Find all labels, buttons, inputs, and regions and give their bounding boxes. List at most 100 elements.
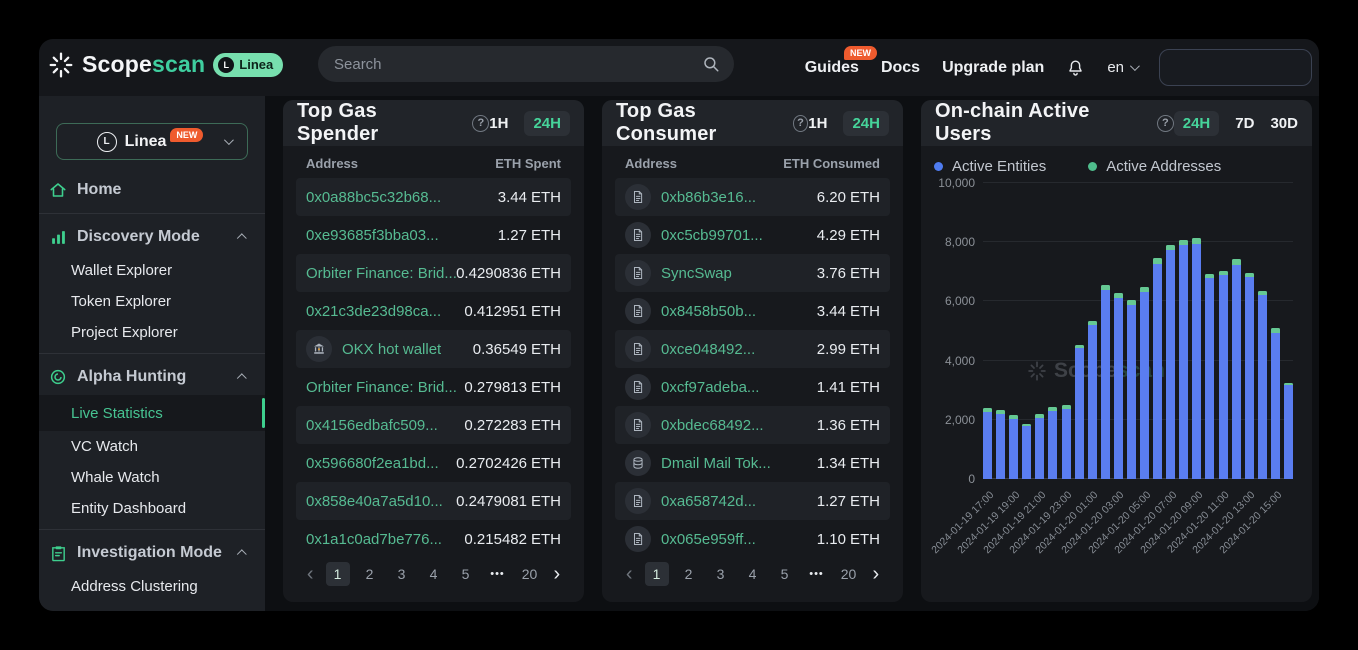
bar-active-addresses[interactable] [1140,286,1150,479]
table-row[interactable]: 0x4156edbafc509... 0.272283 ETH [296,406,571,444]
address-link[interactable]: 0xa658742d... [661,492,757,510]
sidebar-item-vc-watch[interactable]: VC Watch [71,438,138,455]
nav-upgrade-plan[interactable]: Upgrade plan [942,58,1045,76]
page-button-3[interactable]: 3 [716,566,725,582]
sidebar-section-alpha-hunting[interactable]: Alpha Hunting [39,359,265,395]
page-button-1[interactable]: 1 [325,562,350,586]
page-button-20[interactable]: 20 [840,566,857,582]
address-link[interactable]: Orbiter Finance: Brid... [306,264,457,282]
bar-active-addresses[interactable] [1153,258,1163,479]
bar-active-addresses[interactable] [1205,274,1215,479]
bar-active-addresses[interactable] [1126,299,1136,479]
sidebar-item-money-flow[interactable]: Money Flow [39,602,265,611]
brand[interactable]: Scopescan L Linea [48,51,284,78]
page-button-2[interactable]: 2 [365,566,374,582]
bar-active-addresses[interactable] [1270,328,1280,479]
table-row[interactable]: OKX hot wallet 0.36549 ETH [296,330,571,368]
bar-active-addresses[interactable] [1009,415,1019,479]
table-row[interactable]: SyncSwap 3.76 ETH [615,254,890,292]
bar-active-addresses[interactable] [1218,270,1228,479]
address-link[interactable]: OKX hot wallet [342,340,442,358]
table-row[interactable]: 0xa658742d... 1.27 ETH [615,482,890,520]
bar-active-addresses[interactable] [1022,423,1032,479]
address-link[interactable]: Orbiter Finance: Brid... [306,378,457,396]
table-row[interactable]: 0x065e959ff... 1.10 ETH [615,520,890,558]
pages-ellipsis[interactable]: ••• [809,568,824,580]
sidebar-item-wallet-explorer[interactable]: Wallet Explorer [71,262,173,279]
address-link[interactable]: 0xbdec68492... [661,416,764,434]
address-link[interactable]: 0xe93685f3bba03... [306,226,439,244]
toggle-24h[interactable]: 24H [524,110,570,136]
table-row[interactable]: 0x596680f2ea1bd... 0.2702426 ETH [296,444,571,482]
sidebar-item-live-statistics[interactable]: Live Statistics [39,395,265,431]
help-icon[interactable]: ? [1157,114,1174,132]
address-link[interactable]: 0x0a88bc5c32b68... [306,188,442,206]
help-icon[interactable]: ? [472,114,490,132]
next-page-button[interactable]: › [872,563,880,585]
table-row[interactable]: 0x1a1c0ad7be776... 0.215482 ETH [296,520,571,558]
bar-active-addresses[interactable] [1231,259,1241,479]
toggle-1h[interactable]: 1H [808,114,828,132]
page-button-5[interactable]: 5 [780,566,789,582]
pages-ellipsis[interactable]: ••• [490,568,505,580]
bar-active-addresses[interactable] [1087,320,1097,479]
toggle-30d[interactable]: 30D [1270,114,1298,132]
address-link[interactable]: 0xce048492... [661,340,756,358]
address-link[interactable]: 0x1a1c0ad7be776... [306,530,442,548]
sidebar-item-project-explorer[interactable]: Project Explorer [71,324,178,341]
bar-active-addresses[interactable] [1257,290,1267,479]
bar-active-addresses[interactable] [1061,404,1071,479]
help-icon[interactable]: ? [792,114,809,132]
address-link[interactable]: 0xc5cb99701... [661,226,763,244]
sidebar-item-token-explorer[interactable]: Token Explorer [71,293,172,310]
bar-active-addresses[interactable] [1035,414,1045,479]
search-icon[interactable] [702,55,720,73]
table-row[interactable]: 0x21c3de23d98ca... 0.412951 ETH [296,292,571,330]
address-link[interactable]: 0xb86b3e16... [661,188,757,206]
prev-page-button[interactable]: ‹ [625,563,633,585]
bar-active-addresses[interactable] [1048,406,1058,479]
bar-active-addresses[interactable] [1113,292,1123,479]
sidebar-section-discovery-mode[interactable]: Discovery Mode [39,219,265,255]
table-row[interactable]: 0x858e40a7a5d10... 0.2479081 ETH [296,482,571,520]
network-selector[interactable]: L Linea NEW [56,123,248,160]
page-button-4[interactable]: 4 [748,566,757,582]
next-page-button[interactable]: › [553,563,561,585]
bar-active-addresses[interactable] [1284,382,1293,479]
sidebar-item-address-clustering[interactable]: Address Clustering [71,578,198,595]
table-row[interactable]: Dmail Mail Tok... 1.34 ETH [615,444,890,482]
nav-docs[interactable]: Docs [880,58,921,76]
nav-guides[interactable]: Guides NEW [805,45,877,77]
legend-active-addresses[interactable]: Active Addresses [1088,158,1221,175]
search-input[interactable] [334,55,702,73]
table-row[interactable]: 0xce048492... 2.99 ETH [615,330,890,368]
address-link[interactable]: 0x21c3de23d98ca... [306,302,442,320]
bar-active-addresses[interactable] [983,407,992,479]
prev-page-button[interactable]: ‹ [306,563,314,585]
address-link[interactable]: 0x8458b50b... [661,302,757,320]
page-button-5[interactable]: 5 [461,566,470,582]
page-button-4[interactable]: 4 [429,566,438,582]
toggle-24h[interactable]: 24H [843,110,889,136]
table-row[interactable]: 0xcf97adeba... 1.41 ETH [615,368,890,406]
table-row[interactable]: 0xb86b3e16... 6.20 ETH [615,178,890,216]
legend-active-entities[interactable]: Active Entities [934,158,1046,175]
table-row[interactable]: 0xe93685f3bba03... 1.27 ETH [296,216,571,254]
bar-active-addresses[interactable] [996,410,1006,479]
toggle-24h[interactable]: 24H [1173,110,1220,136]
table-row[interactable]: 0xc5cb99701... 4.29 ETH [615,216,890,254]
sidebar-section-investigation-mode[interactable]: Investigation Mode [39,535,265,571]
bar-active-addresses[interactable] [1100,284,1110,479]
table-row[interactable]: Orbiter Finance: Brid... 0.279813 ETH [296,368,571,406]
toggle-1h[interactable]: 1H [489,114,509,132]
table-row[interactable]: 0x8458b50b... 3.44 ETH [615,292,890,330]
table-row[interactable]: Orbiter Finance: Brid... 0.4290836 ETH [296,254,571,292]
address-link[interactable]: 0x596680f2ea1bd... [306,454,439,472]
bar-active-addresses[interactable] [1179,240,1189,479]
bar-active-addresses[interactable] [1074,344,1084,479]
page-button-1[interactable]: 1 [644,562,669,586]
sidebar-item-entity-dashboard[interactable]: Entity Dashboard [71,500,187,517]
search-bar[interactable] [318,46,734,82]
table-row[interactable]: 0x0a88bc5c32b68... 3.44 ETH [296,178,571,216]
page-button-3[interactable]: 3 [397,566,406,582]
